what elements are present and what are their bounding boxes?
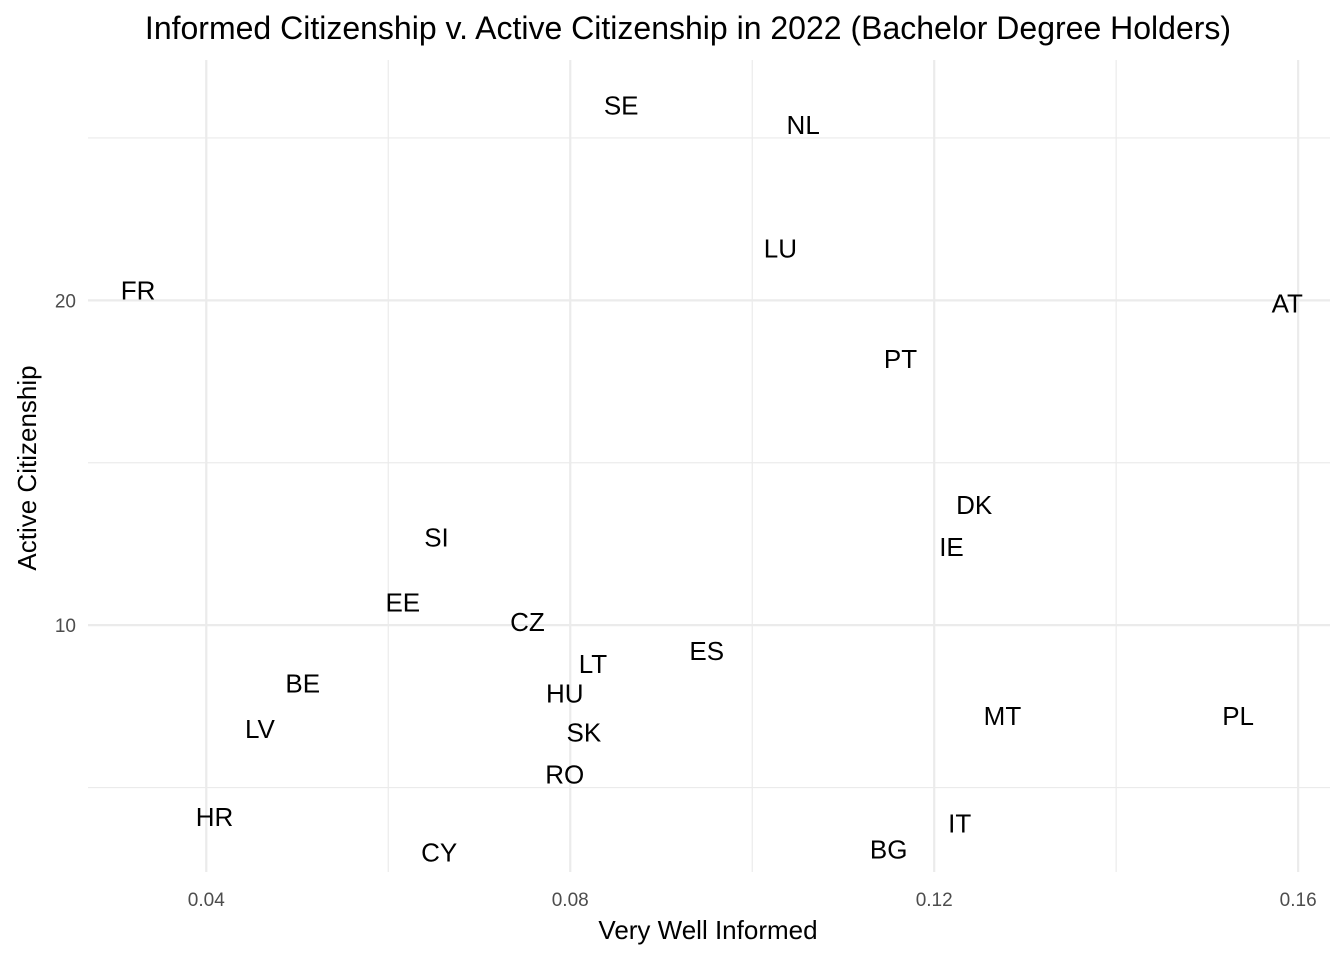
y-axis-ticks: 10 20: [55, 291, 76, 637]
point-label-be: BE: [285, 669, 320, 699]
minor-gridlines: [88, 60, 1330, 872]
x-axis-title: Very Well Informed: [598, 915, 817, 945]
point-label-lv: LV: [245, 714, 276, 744]
point-label-at: AT: [1272, 289, 1303, 319]
point-label-lt: LT: [579, 649, 608, 679]
point-label-hr: HR: [196, 802, 234, 832]
point-label-pl: PL: [1222, 701, 1254, 731]
point-label-ro: RO: [545, 760, 584, 790]
x-tick-label: 0.08: [552, 890, 589, 911]
point-label-ie: IE: [939, 532, 964, 562]
point-label-ee: EE: [385, 587, 420, 617]
point-label-mt: MT: [984, 701, 1022, 731]
point-label-lu: LU: [764, 233, 797, 263]
x-axis-ticks: 0.04 0.08 0.12 0.16: [188, 890, 1317, 911]
point-label-sk: SK: [567, 717, 602, 747]
point-label-nl: NL: [787, 110, 820, 140]
y-axis-title: Active Citizenship: [12, 365, 42, 570]
chart-title: Informed Citizenship v. Active Citizensh…: [145, 10, 1231, 46]
point-label-se: SE: [604, 90, 639, 120]
x-tick-label: 0.04: [188, 890, 225, 911]
point-label-si: SI: [424, 522, 449, 552]
point-label-fr: FR: [121, 276, 156, 306]
point-label-cy: CY: [421, 838, 457, 868]
point-label-pt: PT: [884, 344, 917, 374]
x-tick-label: 0.12: [916, 890, 953, 911]
point-label-hu: HU: [546, 678, 584, 708]
point-label-es: ES: [689, 636, 724, 666]
y-tick-label: 10: [55, 616, 76, 637]
y-tick-label: 20: [55, 291, 76, 312]
major-gridlines: [88, 60, 1330, 872]
point-label-cz: CZ: [510, 607, 545, 637]
point-label-dk: DK: [956, 490, 993, 520]
point-label-bg: BG: [870, 834, 908, 864]
point-label-it: IT: [948, 808, 971, 838]
x-tick-label: 0.16: [1280, 890, 1317, 911]
